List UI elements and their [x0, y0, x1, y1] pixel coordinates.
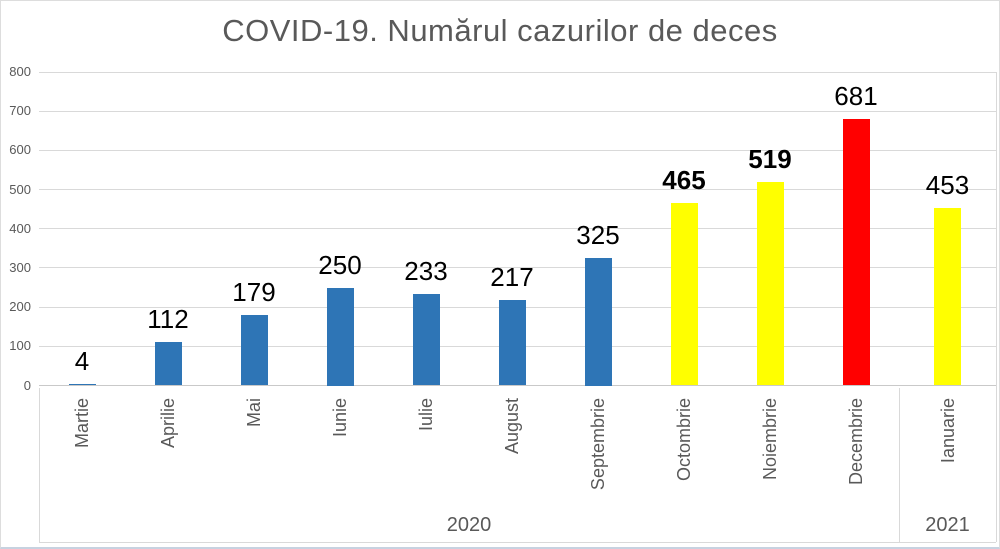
gridline-500	[39, 189, 996, 191]
x-tick-label-septembrie: Septembrie	[588, 398, 608, 491]
x-tick-label-mai: Mai	[244, 398, 264, 428]
x-tick-label-iulie: Iulie	[416, 398, 436, 432]
plot-right-border	[996, 72, 997, 542]
gridline-700	[39, 110, 996, 112]
y-tick-label-0: 0	[23, 377, 31, 393]
bar-septembrie	[584, 258, 612, 386]
bar-ianuarie	[934, 207, 961, 386]
x-tick-label-decembrie: Decembrie	[846, 398, 866, 486]
gridline-600	[39, 149, 996, 151]
x-tick-label-octombrie: Octombrie	[674, 398, 694, 482]
y-tick-label-600: 600	[9, 142, 31, 158]
x-tick-label-iunie: Iunie	[330, 398, 350, 438]
bar-value-label-august: 217	[490, 262, 534, 293]
x-tick-label-ianuarie: Ianuarie	[937, 398, 958, 464]
gridline-400	[39, 228, 996, 230]
bar-value-label-iulie: 233	[404, 256, 448, 287]
year-divider-line	[899, 387, 900, 542]
x-tick-label-noiembrie: Noiembrie	[760, 398, 780, 481]
bar-iulie	[412, 294, 440, 386]
y-tick-label-100: 100	[9, 338, 31, 354]
category-area-bottom-border	[39, 542, 996, 543]
y-tick-label-800: 800	[9, 64, 31, 79]
y-tick-label-500: 500	[9, 181, 31, 197]
bar-octombrie	[670, 203, 698, 386]
x-tick-label-martie: Martie	[72, 398, 92, 449]
bar-decembrie	[842, 118, 870, 386]
year-group-label-2021: 2021	[925, 514, 970, 536]
gridline-0	[39, 385, 996, 386]
y-tick-label-300: 300	[9, 259, 31, 275]
chart-title: COVID-19. Numărul cazurilor de deces	[222, 13, 778, 48]
year-group-label-2020: 2020	[446, 514, 492, 536]
bar-august	[498, 300, 526, 386]
bar-aprilie	[154, 341, 182, 386]
bar-value-label-iunie: 250	[318, 249, 362, 280]
category-area-left-border	[39, 387, 40, 542]
y-tick-label-700: 700	[9, 103, 31, 119]
bar-martie	[68, 383, 96, 386]
bar-noiembrie	[756, 182, 784, 386]
bar-value-label-aprilie: 112	[147, 303, 189, 334]
bar-iunie	[326, 287, 354, 386]
x-tick-label-august: August	[502, 398, 522, 455]
bar-value-label-noiembrie: 519	[748, 144, 792, 175]
bar-value-label-decembrie: 681	[834, 80, 878, 111]
bar-value-label-septembrie: 325	[576, 220, 620, 251]
bar-mai	[240, 315, 268, 386]
y-tick-label-400: 400	[9, 220, 31, 236]
bar-value-label-ianuarie: 453	[925, 169, 970, 200]
gridline-300	[39, 267, 996, 269]
bar-value-label-mai: 179	[232, 277, 276, 308]
x-tick-label-aprilie: Aprilie	[158, 398, 178, 449]
gridline-800	[39, 71, 996, 73]
bar-value-label-martie: 4	[74, 345, 90, 376]
y-tick-label-200: 200	[9, 299, 31, 315]
bar-value-label-octombrie: 465	[662, 165, 706, 196]
